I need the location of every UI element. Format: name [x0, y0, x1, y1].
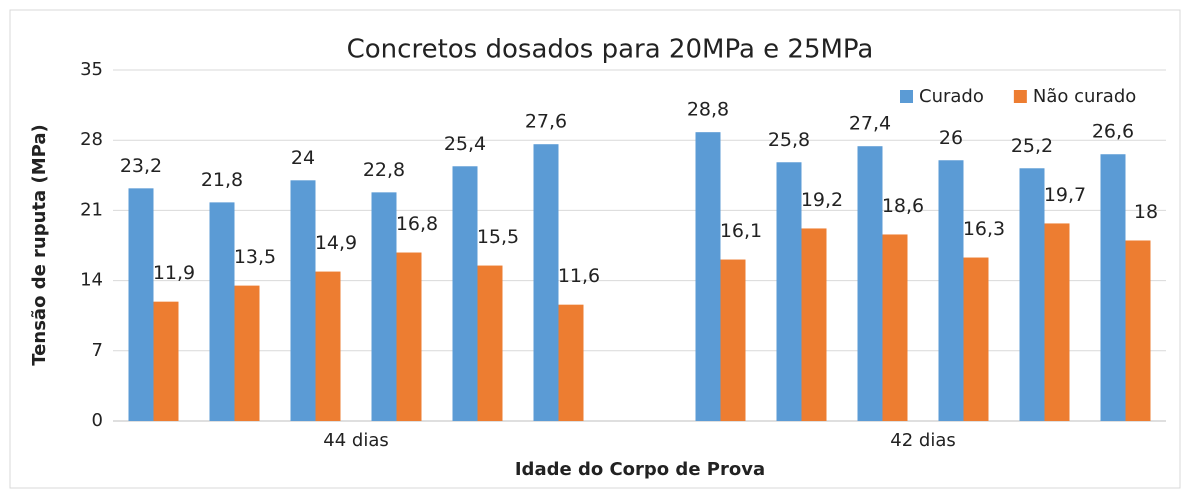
- bar: [533, 144, 559, 421]
- bar: [695, 132, 721, 422]
- data-label: 19,2: [801, 189, 843, 211]
- bar: [558, 304, 584, 421]
- data-label: 23,2: [120, 155, 162, 177]
- bar: [1019, 168, 1045, 421]
- y-tick-label: 28: [80, 129, 103, 150]
- data-label: 25,4: [444, 133, 486, 155]
- legend-label: Não curado: [1033, 86, 1136, 107]
- data-label: 24: [291, 147, 315, 169]
- y-tick-label: 21: [80, 199, 103, 220]
- y-tick-label: 0: [92, 410, 103, 431]
- data-label: 21,8: [201, 169, 243, 191]
- data-label: 16,3: [963, 218, 1005, 240]
- bar: [153, 301, 179, 421]
- bar: [128, 188, 154, 421]
- y-axis-title: Tensão de ruputa (MPa): [29, 124, 50, 365]
- bar: [290, 180, 316, 421]
- y-tick-label: 7: [92, 340, 103, 361]
- bar: [234, 285, 260, 421]
- bar: [963, 257, 989, 421]
- data-label: 22,8: [363, 159, 405, 181]
- data-label: 16,8: [396, 213, 438, 235]
- data-label: 18,6: [882, 195, 924, 217]
- bar: [720, 259, 746, 421]
- data-label: 11,6: [558, 265, 600, 287]
- bar: [315, 271, 341, 421]
- legend-swatch: [1013, 90, 1027, 103]
- data-label: 27,4: [849, 113, 891, 135]
- chart-border: [9, 9, 1181, 489]
- bar: [776, 162, 802, 421]
- data-label: 15,5: [477, 226, 519, 248]
- data-label: 25,8: [768, 129, 810, 151]
- bar: [801, 228, 827, 421]
- data-label: 14,9: [315, 232, 357, 254]
- bar: [1044, 223, 1070, 421]
- bar: [396, 252, 422, 421]
- x-axis-title: Idade do Corpo de Prova: [515, 459, 765, 480]
- bar: [452, 166, 478, 421]
- data-label: 27,6: [525, 111, 567, 133]
- bar: [938, 160, 964, 421]
- data-label: 26,6: [1092, 121, 1134, 143]
- data-label: 18: [1134, 201, 1158, 223]
- data-label: 16,1: [720, 220, 762, 242]
- bar: [1125, 240, 1151, 421]
- data-label: 13,5: [234, 246, 276, 268]
- chart-title: Concretos dosados para 20MPa e 25MPa: [347, 35, 874, 65]
- legend-label: Curado: [919, 86, 984, 107]
- data-label: 19,7: [1044, 184, 1086, 206]
- x-group-label: 42 dias: [890, 430, 955, 451]
- x-group-label: 44 dias: [323, 430, 388, 451]
- legend-swatch: [900, 90, 913, 103]
- bar: [477, 265, 503, 421]
- y-tick-label: 14: [80, 270, 103, 291]
- data-label: 25,2: [1011, 135, 1053, 157]
- bar: [1100, 154, 1126, 422]
- bar: [371, 192, 397, 421]
- data-label: 11,9: [153, 262, 195, 284]
- y-tick-label: 35: [80, 59, 103, 80]
- data-label: 26: [939, 127, 963, 149]
- bar: [857, 146, 883, 421]
- bar: [209, 202, 235, 421]
- data-label: 28,8: [687, 99, 729, 121]
- bar: [882, 234, 908, 421]
